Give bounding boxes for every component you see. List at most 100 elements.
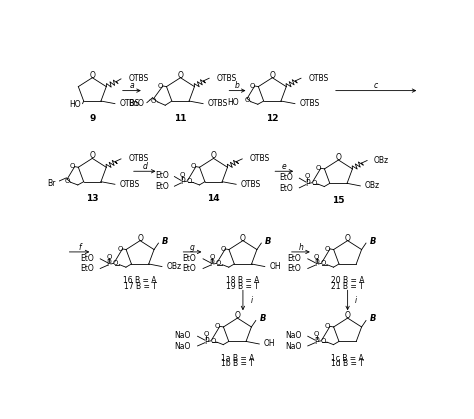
- Text: O: O: [269, 71, 275, 80]
- Text: OTBS: OTBS: [240, 180, 261, 189]
- Text: 13: 13: [86, 194, 99, 204]
- Text: OTBS: OTBS: [128, 75, 148, 83]
- Text: O: O: [64, 178, 70, 184]
- Text: O: O: [216, 260, 221, 266]
- Text: EtO: EtO: [80, 253, 93, 263]
- Text: HO: HO: [69, 101, 81, 109]
- Text: g: g: [190, 243, 195, 251]
- Text: EtO: EtO: [287, 253, 301, 263]
- Text: NaO: NaO: [174, 331, 191, 340]
- Text: P: P: [314, 337, 319, 346]
- Text: P: P: [210, 259, 214, 269]
- Text: O: O: [235, 311, 240, 320]
- Text: 1c B = A: 1c B = A: [331, 354, 364, 362]
- Text: B: B: [370, 237, 376, 246]
- Text: O: O: [325, 246, 330, 251]
- Text: OTBS: OTBS: [119, 180, 139, 189]
- Text: 16 B = A: 16 B = A: [123, 276, 157, 285]
- Text: NaO: NaO: [285, 342, 301, 351]
- Text: O: O: [210, 338, 216, 344]
- Text: OTBS: OTBS: [119, 99, 139, 108]
- Text: EtO: EtO: [280, 173, 293, 182]
- Text: O: O: [137, 233, 143, 243]
- Text: 1d B = T: 1d B = T: [331, 360, 364, 368]
- Text: 14: 14: [207, 194, 220, 204]
- Text: i: i: [250, 296, 252, 305]
- Text: OTBS: OTBS: [299, 99, 319, 108]
- Text: 20 B = A: 20 B = A: [331, 276, 365, 285]
- Text: a: a: [129, 81, 134, 90]
- Text: B: B: [265, 237, 271, 246]
- Text: BnO: BnO: [128, 99, 144, 108]
- Text: Br: Br: [48, 179, 56, 188]
- Text: O: O: [151, 98, 156, 104]
- Text: 18 B = A: 18 B = A: [226, 276, 260, 285]
- Text: 11: 11: [174, 114, 187, 123]
- Text: O: O: [209, 254, 215, 260]
- Text: EtO: EtO: [80, 264, 93, 273]
- Text: O: O: [70, 163, 75, 169]
- Text: EtO: EtO: [155, 171, 169, 181]
- Text: OH: OH: [269, 262, 281, 271]
- Text: O: O: [336, 153, 341, 162]
- Text: O: O: [215, 323, 220, 329]
- Text: OTBS: OTBS: [208, 99, 228, 108]
- Text: O: O: [106, 254, 112, 260]
- Text: 19 B = T: 19 B = T: [227, 282, 259, 291]
- Text: 15: 15: [332, 196, 345, 205]
- Text: 1b B = T: 1b B = T: [221, 360, 254, 368]
- Text: i: i: [355, 296, 357, 305]
- Text: O: O: [320, 260, 326, 266]
- Text: EtO: EtO: [182, 264, 196, 273]
- Text: O: O: [316, 165, 321, 171]
- Text: O: O: [186, 178, 192, 184]
- Text: OBz: OBz: [365, 181, 380, 190]
- Text: B: B: [370, 314, 376, 323]
- Text: O: O: [314, 331, 319, 337]
- Text: OTBS: OTBS: [217, 74, 237, 83]
- Text: 21 B = T: 21 B = T: [331, 282, 364, 291]
- Text: O: O: [311, 180, 317, 186]
- Text: 12: 12: [266, 114, 279, 123]
- Text: b: b: [235, 81, 240, 90]
- Text: O: O: [220, 246, 226, 251]
- Text: P: P: [305, 179, 310, 188]
- Text: O: O: [118, 246, 123, 251]
- Text: e: e: [282, 162, 287, 171]
- Text: B: B: [162, 237, 168, 246]
- Text: O: O: [314, 254, 319, 260]
- Text: O: O: [250, 83, 255, 89]
- Text: 1a B = A: 1a B = A: [221, 354, 254, 362]
- Text: O: O: [191, 163, 196, 169]
- Text: EtO: EtO: [287, 264, 301, 273]
- Text: h: h: [298, 243, 303, 251]
- Text: OBz: OBz: [166, 262, 182, 271]
- Text: HO: HO: [228, 98, 239, 108]
- Text: f: f: [78, 243, 81, 251]
- Text: O: O: [90, 71, 95, 80]
- Text: 17 B = T: 17 B = T: [124, 282, 156, 291]
- Text: O: O: [305, 173, 310, 179]
- Text: NaO: NaO: [174, 342, 191, 351]
- Text: EtO: EtO: [280, 184, 293, 193]
- Text: P: P: [204, 337, 209, 346]
- Text: O: O: [320, 338, 326, 344]
- Text: OTBS: OTBS: [249, 154, 270, 163]
- Text: O: O: [345, 233, 351, 243]
- Text: OH: OH: [264, 339, 275, 349]
- Text: O: O: [90, 151, 95, 160]
- Text: NaO: NaO: [285, 331, 301, 340]
- Text: EtO: EtO: [155, 182, 169, 191]
- Text: P: P: [314, 259, 319, 269]
- Text: O: O: [113, 260, 118, 266]
- Text: c: c: [374, 81, 378, 90]
- Text: O: O: [210, 151, 217, 160]
- Text: O: O: [240, 233, 246, 243]
- Text: O: O: [157, 83, 163, 89]
- Text: P: P: [107, 259, 111, 269]
- Text: O: O: [345, 311, 351, 320]
- Text: 9: 9: [89, 114, 95, 123]
- Text: O: O: [180, 172, 185, 178]
- Text: d: d: [142, 162, 147, 171]
- Text: P: P: [180, 177, 185, 186]
